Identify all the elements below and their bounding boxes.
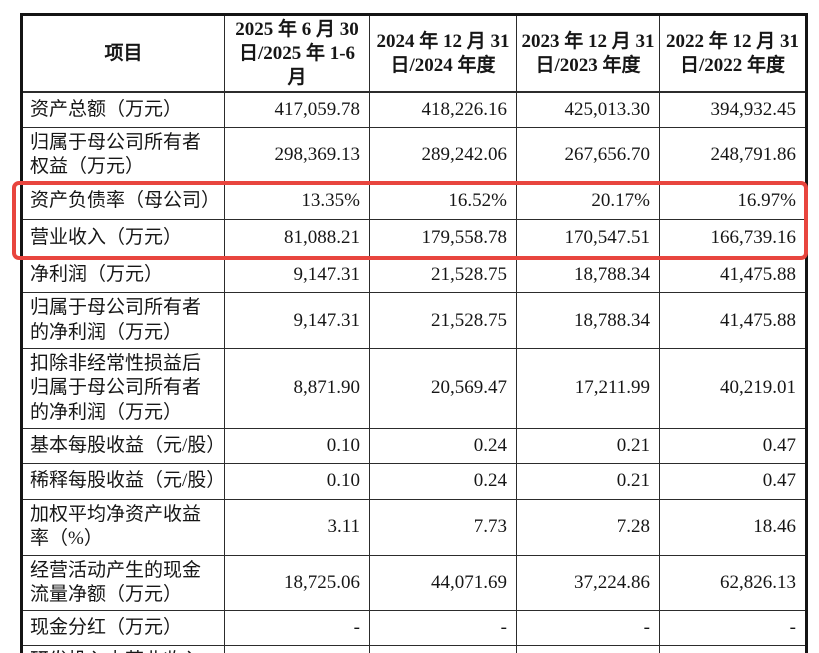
cell-value: 17,211.99 (516, 348, 660, 429)
row-label: 归属于母公司所有者权益（万元） (21, 126, 225, 184)
row-label: 扣除非经常性损益后归属于母公司所有者的净利润（万元） (21, 348, 225, 429)
cell-value: 20.17% (516, 182, 660, 221)
cell-value: 7.28 (516, 498, 660, 556)
cell-value: - (369, 610, 517, 647)
cell-value: 18,725.06 (224, 554, 370, 612)
column-header: 项目 (21, 14, 225, 94)
cell-value: 18,788.34 (516, 292, 660, 349)
cell-value: 4.79% (369, 645, 517, 653)
row-label: 营业收入（万元） (21, 219, 225, 258)
table-row: 加权平均净资产收益率（%） 3.11 7.73 7.28 18.46 (21, 498, 807, 556)
cell-value: 267,656.70 (516, 126, 660, 184)
row-label: 基本每股收益（元/股） (21, 427, 225, 464)
cell-value: 62,826.13 (659, 554, 807, 612)
cell-value: - (224, 610, 370, 647)
cell-value: 289,242.06 (369, 126, 517, 184)
cell-value: 41,475.88 (659, 292, 807, 349)
cell-value: 5.06% (516, 645, 660, 653)
table-row: 现金分红（万元） - - - - (21, 610, 807, 647)
table-row: 稀释每股收益（元/股） 0.10 0.24 0.21 0.47 (21, 462, 807, 500)
table-row-highlighted: 营业收入（万元） 81,088.21 179,558.78 170,547.51 166… (21, 219, 807, 258)
column-header: 2023 年 12 月 31 日/2023 年度 (516, 14, 660, 94)
table-body: 资产总额（万元） 417,059.78 418,226.16 425,013.30 39… (21, 91, 807, 653)
cell-value: 7.73 (369, 498, 517, 556)
cell-value: 44,071.69 (369, 554, 517, 612)
table-row: 经营活动产生的现金流量净额（万元） 18,725.06 44,071.69 37,22… (21, 554, 807, 612)
cell-value: 0.21 (516, 427, 660, 464)
cell-value: 394,932.45 (659, 91, 807, 128)
cell-value: 417,059.78 (224, 91, 370, 128)
cell-value: 8,871.90 (224, 348, 370, 429)
cell-value: 21,528.75 (369, 292, 517, 349)
table-row: 扣除非经常性损益后归属于母公司所有者的净利润（万元） 8,871.90 20,569… (21, 348, 807, 429)
cell-value: 0.24 (369, 462, 517, 500)
row-label: 研发投入占营业收入的比例 (21, 645, 225, 653)
row-label: 现金分红（万元） (21, 610, 225, 647)
cell-value: 81,088.21 (224, 219, 370, 258)
cell-value: 9,147.31 (224, 256, 370, 294)
cell-value: 0.47 (659, 427, 807, 464)
table-header: 项目 2025 年 6 月 30 日/2025 年 1-6 月 2024 年 12 … (21, 14, 807, 94)
financial-table: 项目 2025 年 6 月 30 日/2025 年 1-6 月 2024 年 12 … (20, 13, 808, 653)
cell-value: 41,475.88 (659, 256, 807, 294)
cell-value: 418,226.16 (369, 91, 517, 128)
row-label: 净利润（万元） (21, 256, 225, 294)
row-label: 资产负债率（母公司） (21, 182, 225, 221)
cell-value: 13.35% (224, 182, 370, 221)
cell-value: 0.24 (369, 427, 517, 464)
cell-value: 18,788.34 (516, 256, 660, 294)
cell-value: 40,219.01 (659, 348, 807, 429)
column-header: 2022 年 12 月 31 日/2022 年度 (659, 14, 807, 94)
cell-value: 16.52% (369, 182, 517, 221)
cell-value: 425,013.30 (516, 91, 660, 128)
header-row: 项目 2025 年 6 月 30 日/2025 年 1-6 月 2024 年 12 … (21, 14, 807, 94)
cell-value: 0.47 (659, 462, 807, 500)
cell-value: 18.46 (659, 498, 807, 556)
table-row: 研发投入占营业收入的比例5.29%4.79%5.06%4.32% (21, 645, 807, 653)
table-row: 资产总额（万元） 417,059.78 418,226.16 425,013.30 39… (21, 91, 807, 128)
cell-value: 298,369.13 (224, 126, 370, 184)
table-row: 归属于母公司所有者权益（万元） 298,369.13 289,242.06 267,6… (21, 126, 807, 184)
table-row-highlighted: 净利润（万元） 9,147.31 21,528.75 18,788.34 41,475.… (21, 256, 807, 294)
cell-value: 9,147.31 (224, 292, 370, 349)
table-row: 归属于母公司所有者的净利润（万元） 9,147.31 21,528.75 18,788… (21, 292, 807, 349)
cell-value: 170,547.51 (516, 219, 660, 258)
cell-value: 37,224.86 (516, 554, 660, 612)
cell-value: - (516, 610, 660, 647)
row-label: 归属于母公司所有者的净利润（万元） (21, 292, 225, 349)
table-row: 资产负债率（母公司） 13.35% 16.52% 20.17% 16.97% (21, 182, 807, 221)
cell-value: 0.10 (224, 462, 370, 500)
cell-value: 166,739.16 (659, 219, 807, 258)
cell-value: 0.21 (516, 462, 660, 500)
cell-value: 5.29% (224, 645, 370, 653)
row-label: 经营活动产生的现金流量净额（万元） (21, 554, 225, 612)
column-header: 2024 年 12 月 31 日/2024 年度 (369, 14, 517, 94)
cell-value: - (659, 610, 807, 647)
cell-value: 248,791.86 (659, 126, 807, 184)
row-label: 资产总额（万元） (21, 91, 225, 128)
cell-value: 21,528.75 (369, 256, 517, 294)
cell-value: 16.97% (659, 182, 807, 221)
table-row: 基本每股收益（元/股） 0.10 0.24 0.21 0.47 (21, 427, 807, 464)
cell-value: 3.11 (224, 498, 370, 556)
cell-value: 4.32% (659, 645, 807, 653)
row-label: 稀释每股收益（元/股） (21, 462, 225, 500)
cell-value: 20,569.47 (369, 348, 517, 429)
column-header: 2025 年 6 月 30 日/2025 年 1-6 月 (224, 14, 370, 94)
cell-value: 179,558.78 (369, 219, 517, 258)
cell-value: 0.10 (224, 427, 370, 464)
row-label: 加权平均净资产收益率（%） (21, 498, 225, 556)
